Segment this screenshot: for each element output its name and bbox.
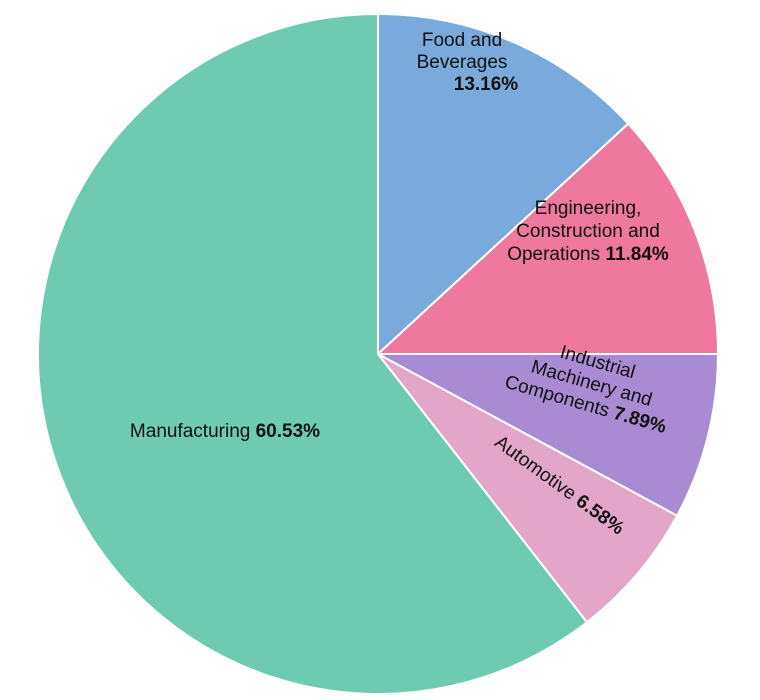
slice-percent-0: 13.16%: [454, 74, 519, 95]
pie-slice-0: [377, 12, 630, 357]
slice-percent-1: 11.84%: [600, 244, 669, 265]
slice-label-1: Engineering, Construction and Operations 1…: [507, 198, 669, 265]
slice-label-line: Food and: [422, 30, 502, 51]
slice-label-line: Construction and: [516, 221, 660, 242]
slice-label-4: Manufacturing 60.53%: [130, 421, 320, 442]
pie-slice-1: [375, 122, 720, 355]
slice-percent-4: 60.53%: [250, 421, 320, 442]
slice-label-line: Engineering,: [535, 198, 642, 219]
slice-label-line: Manufacturing 60.53%: [130, 421, 320, 442]
pie-slice-2: [377, 353, 720, 518]
pie-slice-3: [377, 353, 679, 624]
slice-label-line: Beverages: [417, 52, 508, 73]
slice-label-0: Food and Beverages 13.16%: [417, 30, 519, 95]
pie-slice-4: [37, 12, 589, 695]
pie-slices: [37, 12, 720, 695]
slice-label-line: Operations 11.84%: [507, 244, 669, 265]
